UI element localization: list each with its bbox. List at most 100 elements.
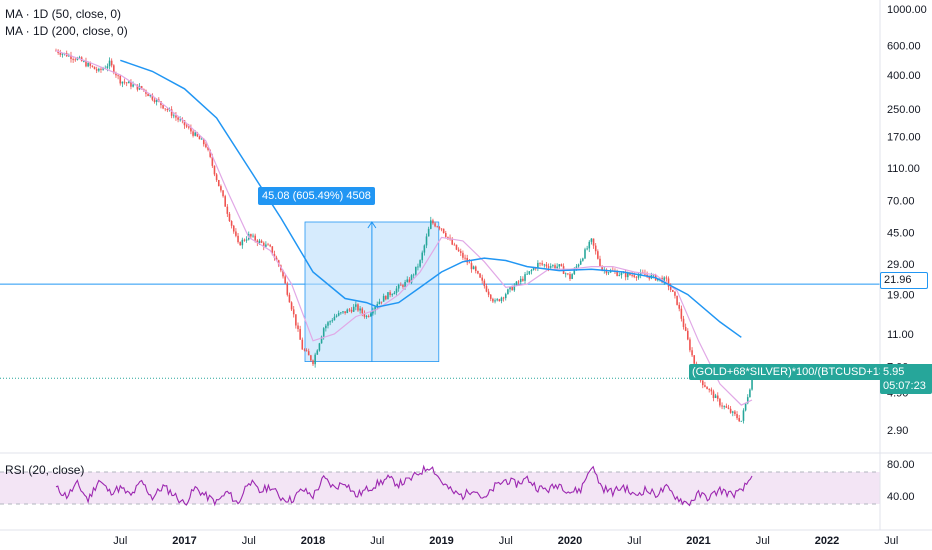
candle-body (594, 245, 597, 252)
price-tick-label: 600.00 (887, 41, 921, 53)
candle-body (87, 62, 89, 67)
candle-body (98, 68, 100, 71)
candle-body (477, 270, 479, 274)
price-tick-label: 11.00 (887, 329, 914, 341)
candle-body (474, 266, 477, 271)
candle-body (601, 265, 603, 271)
time-tick-label: 2019 (429, 535, 453, 547)
candle-body (412, 274, 415, 276)
candle-body (108, 60, 111, 67)
candle-body (552, 265, 554, 267)
candle-body (618, 275, 621, 276)
candle-body (275, 257, 278, 261)
candle-body (451, 239, 454, 245)
candle-body (545, 264, 548, 267)
time-tick-label: 2020 (558, 535, 582, 547)
candle-body (100, 68, 102, 70)
candle-body (187, 126, 190, 128)
candle-body (686, 330, 689, 340)
candle-body (723, 406, 725, 407)
candle-body (316, 350, 319, 355)
candle-body (318, 343, 321, 351)
hline-price-tag[interactable]: 21.96 (880, 272, 928, 289)
candle-body (588, 241, 591, 249)
candle-body (235, 231, 237, 236)
candle-body (344, 311, 346, 314)
candle-body (307, 351, 310, 356)
candle-body (577, 264, 580, 267)
candle-body (205, 144, 207, 148)
candle-body (708, 389, 711, 390)
candle-body (265, 244, 267, 247)
candle-body (464, 257, 466, 259)
candle-body (402, 285, 404, 287)
candle-body (172, 115, 175, 117)
candle-body (434, 223, 436, 227)
candle-body (335, 315, 338, 317)
candle-body (59, 52, 62, 55)
candle-body (744, 403, 747, 411)
candle-body (749, 389, 751, 398)
candle-body (663, 277, 666, 283)
candle-body (93, 66, 96, 70)
candle-body (361, 308, 364, 314)
candle-body (524, 274, 526, 281)
candle-body (106, 66, 109, 69)
ma200-legend[interactable]: MA · 1D (200, close, 0) (5, 24, 128, 38)
candle-body (714, 395, 717, 398)
candle-body (258, 240, 261, 244)
candle-body (363, 313, 366, 317)
candle-body (230, 221, 233, 226)
candle-body (498, 299, 501, 302)
rsi-tick-label: 40.00 (887, 491, 915, 503)
candle-body (483, 280, 486, 287)
candle-body (359, 308, 361, 311)
candle-body (682, 318, 685, 327)
candle-body (282, 270, 284, 277)
price-tick-label: 400.00 (887, 70, 921, 82)
price-tick-label: 29.00 (887, 259, 915, 271)
candle-body (607, 272, 610, 274)
symbol-label-tag: (GOLD+68*SILVER)*100/(BTCUSD+13*ETHUSD) (689, 364, 932, 380)
candle-body (200, 138, 203, 140)
rsi-legend[interactable]: RSI (20, close) (5, 463, 85, 477)
candle-body (582, 258, 584, 261)
rsi-tick-label: 80.00 (887, 459, 915, 471)
candle-body (419, 260, 421, 267)
candle-body (119, 75, 122, 84)
candle-body (393, 292, 396, 295)
candle-body (391, 294, 394, 296)
candle-body (74, 59, 77, 61)
candle-body (327, 322, 329, 326)
candle-body (727, 407, 730, 409)
candle-body (224, 196, 226, 207)
candle-body (479, 273, 481, 278)
candle-body (509, 286, 511, 290)
candle-body (725, 406, 728, 408)
ma50-legend[interactable]: MA · 1D (50, close, 0) (5, 7, 122, 21)
candle-body (303, 349, 306, 351)
candle-body (153, 99, 156, 102)
candle-body (639, 272, 642, 275)
candle-body (590, 238, 593, 242)
time-tick-label: Jul (756, 535, 770, 547)
candle-body (372, 311, 374, 314)
candle-body (667, 278, 670, 287)
candle-body (365, 316, 368, 317)
candle-body (239, 242, 241, 246)
candle-body (102, 68, 104, 70)
candle-body (530, 270, 533, 272)
candle-body (61, 53, 64, 55)
candle-body (627, 272, 629, 278)
candle-body (429, 220, 432, 229)
candle-body (417, 266, 419, 268)
candle-body (301, 339, 304, 350)
candle-body (691, 350, 693, 356)
candle-body (549, 266, 552, 268)
candle-body (245, 239, 248, 241)
candle-body (462, 252, 464, 258)
candle-body (260, 240, 263, 243)
candle-body (397, 284, 400, 289)
